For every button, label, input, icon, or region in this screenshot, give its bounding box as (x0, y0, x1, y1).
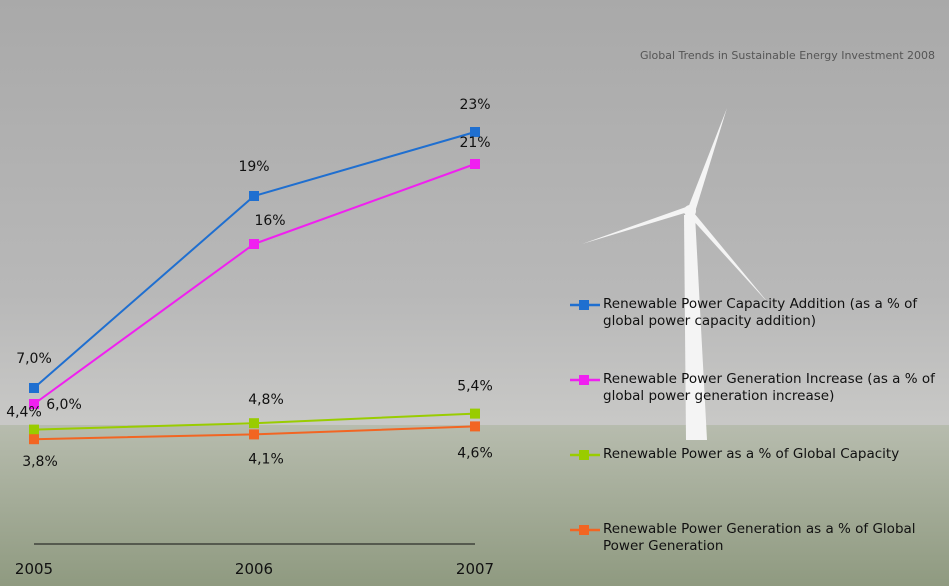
point-marker (249, 191, 259, 201)
point-marker (470, 408, 480, 419)
data-label: 5,4% (457, 379, 493, 395)
x-tick-label: 2005 (15, 560, 53, 578)
legend-marker (579, 525, 589, 535)
legend-label: Renewable Power Capacity Addition (as a … (603, 296, 918, 329)
x-tick-label: 2007 (456, 560, 494, 578)
point-marker (249, 429, 259, 440)
data-label: 21% (459, 135, 490, 151)
data-label: 4,1% (248, 451, 284, 467)
point-marker (29, 424, 39, 435)
point-marker (29, 383, 39, 393)
point-marker (29, 434, 39, 445)
data-label: 23% (459, 97, 490, 113)
point-marker (249, 239, 259, 249)
legend-label: Renewable Power as a % of Global Capacit… (603, 446, 900, 462)
legend-marker (579, 300, 589, 310)
data-label: 6,0% (46, 397, 82, 413)
point-marker (470, 159, 480, 169)
legend-marker (579, 375, 589, 385)
field (0, 425, 949, 586)
data-label: 7,0% (16, 351, 52, 367)
data-label: 4,8% (248, 392, 284, 408)
legend-marker (579, 450, 589, 460)
source: Global Trends in Sustainable Energy Inve… (640, 49, 935, 62)
point-marker (470, 127, 480, 137)
data-label: 16% (254, 213, 285, 229)
wind-turbine (582, 108, 770, 440)
data-label: 3,8% (22, 454, 58, 470)
data-label: 19% (238, 159, 269, 175)
point-marker (470, 421, 480, 432)
point-marker (29, 399, 39, 409)
legend-label: Renewable Power Generation Increase (as … (603, 371, 935, 404)
legend-label: Renewable Power Generation as a % of Glo… (603, 521, 916, 554)
point-marker (249, 418, 259, 429)
data-label: 4,4% (6, 405, 42, 421)
x-tick-label: 2006 (235, 560, 273, 578)
data-label: 4,6% (457, 445, 493, 461)
